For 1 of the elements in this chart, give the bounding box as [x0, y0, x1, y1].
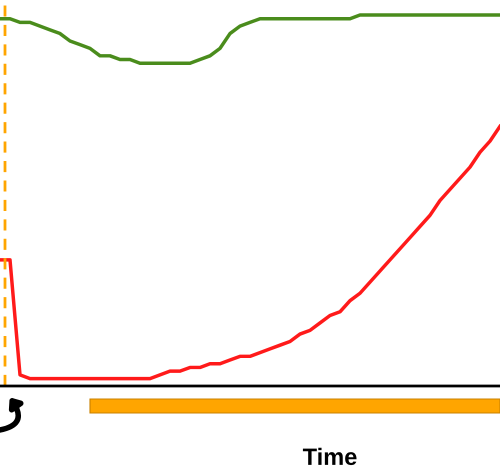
x-axis-title: Time [302, 448, 357, 466]
